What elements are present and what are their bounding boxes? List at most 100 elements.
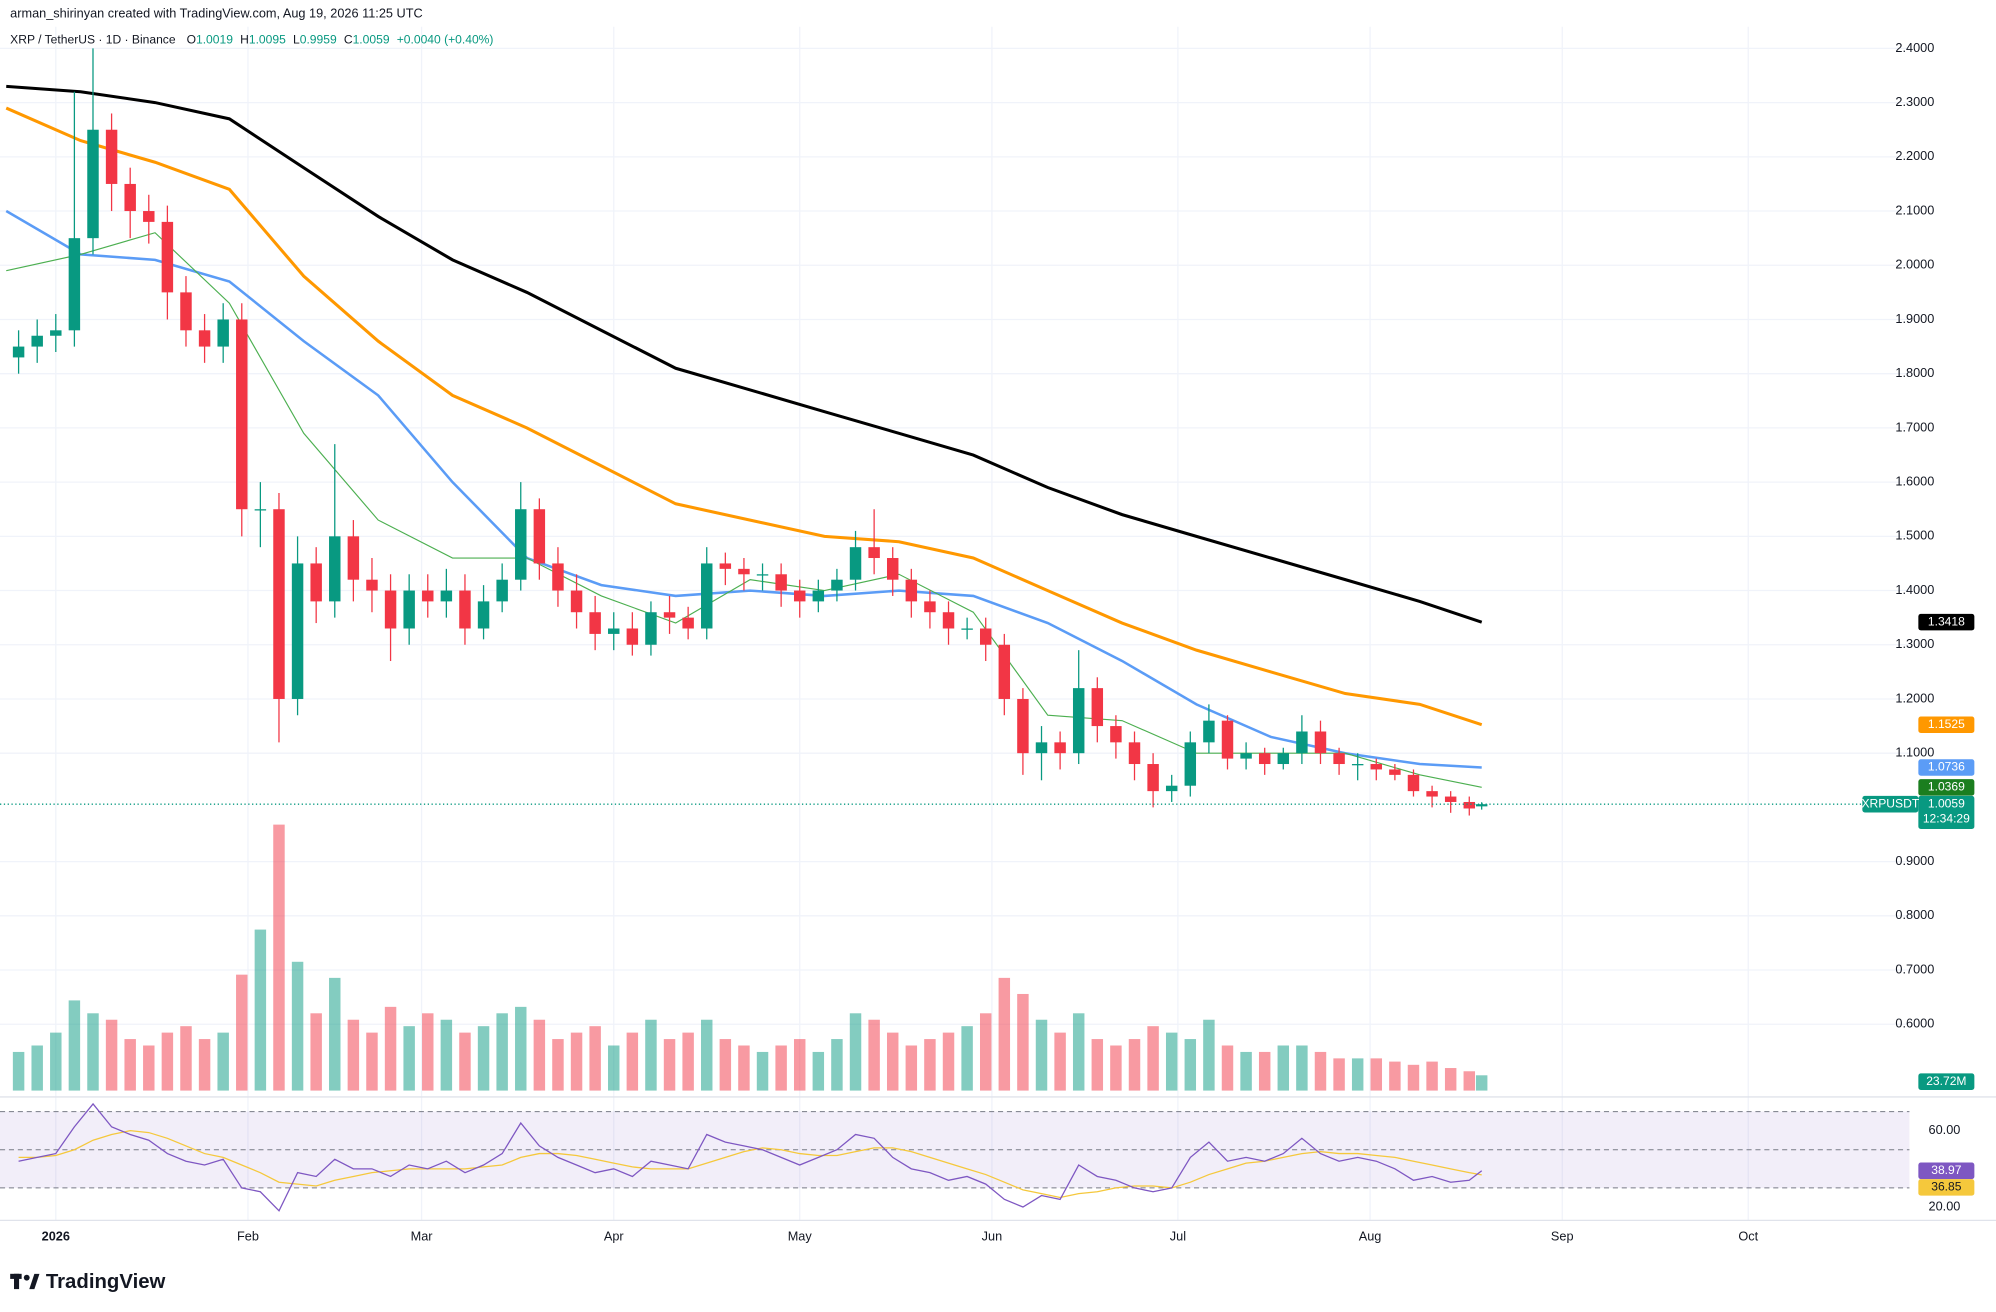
volume-bar <box>87 1013 99 1091</box>
volume-bar <box>180 1026 192 1091</box>
volume-bar <box>217 1032 229 1091</box>
volume-bar <box>942 1032 955 1091</box>
volume-bar <box>143 1045 155 1091</box>
volume-label: 23.72M <box>1926 1074 1966 1088</box>
y-tick-label: 1.7000 <box>1895 419 1934 434</box>
logo-shape <box>23 1274 30 1281</box>
volume-bar <box>1017 993 1029 1091</box>
y-tick-label: 1.3000 <box>1895 636 1934 651</box>
y-tick-label: 2.0000 <box>1895 257 1934 272</box>
y-tick-label: 0.7000 <box>1895 961 1934 976</box>
volume-bar <box>422 1013 434 1091</box>
volume-bar <box>812 1051 825 1091</box>
moving-average <box>6 84 1483 624</box>
volume-bar <box>347 1019 360 1091</box>
watermark: arman_shirinyan created with TradingView… <box>10 5 422 20</box>
legend-key: L <box>293 33 300 47</box>
y-tick-label: 0.8000 <box>1895 907 1934 922</box>
rsi-value-label: 38.97 <box>1931 1163 1962 1177</box>
candle-body <box>403 590 415 629</box>
legend-value: 1.0019 <box>196 33 233 47</box>
legend-value: 1.0095 <box>249 33 286 47</box>
candle-body <box>105 129 118 184</box>
candle-body <box>384 590 397 629</box>
volume-bar <box>552 1039 564 1091</box>
volume-bar <box>1258 1051 1271 1091</box>
candle-body <box>515 509 527 580</box>
candle-body <box>236 319 248 510</box>
candle-body <box>663 612 676 618</box>
candle-body <box>1277 753 1290 765</box>
volume-bar <box>756 1051 769 1091</box>
rsi-ma-value-label: 36.85 <box>1931 1180 1962 1194</box>
candle-body <box>1463 801 1476 809</box>
volume-bar <box>794 1039 806 1091</box>
candle-body <box>347 536 360 580</box>
volume-bar <box>1128 1039 1141 1091</box>
x-tick-label: Sep <box>1551 1228 1574 1243</box>
volume-bar <box>124 1039 136 1091</box>
rsi-tick-label: 60.00 <box>1929 1122 1961 1137</box>
volume-bar <box>1314 1051 1327 1091</box>
volume-bar <box>1035 1019 1048 1091</box>
x-tick-label: Oct <box>1738 1228 1758 1243</box>
ma-value-label-box <box>1918 779 1975 796</box>
candle-body <box>1389 769 1401 775</box>
labels: 0.6000 0.7000 0.8000 0.9000 1.1000 1.2000 1.30… <box>42 40 1975 1243</box>
candle-body <box>291 563 304 699</box>
candle-body <box>180 292 192 331</box>
volume-bar <box>608 1045 620 1091</box>
volume-bar <box>1444 1068 1457 1091</box>
volume-bar <box>1463 1071 1476 1091</box>
volume-bar <box>701 1019 713 1091</box>
candle-body <box>738 568 750 575</box>
volume-bar <box>496 1013 508 1091</box>
volume-bar <box>12 1051 25 1091</box>
candle-body <box>459 590 471 629</box>
volume-bar <box>775 1045 787 1091</box>
volume-bar <box>440 1019 453 1091</box>
ma-value-label: 1.0736 <box>1928 760 1965 774</box>
legend-change: +0.0040 (+0.40%) <box>397 33 494 47</box>
candle-body <box>1426 791 1438 797</box>
volume-bar <box>366 1032 378 1091</box>
volume-bar <box>1277 1045 1290 1091</box>
volume-bar <box>50 1032 62 1091</box>
volume-bar <box>961 1026 973 1091</box>
candle-body <box>868 547 880 559</box>
candle-body <box>1221 720 1234 759</box>
volume-bar <box>1240 1051 1252 1091</box>
candle-body <box>496 579 508 602</box>
candle-body <box>217 319 229 347</box>
volume-bar <box>310 1013 322 1091</box>
volume-bar <box>1147 1026 1159 1091</box>
volume-bar <box>1370 1058 1383 1091</box>
legend: XRP / TetherUS · 1D · Binance O1.0019 H1… <box>10 33 493 47</box>
candle-body <box>1333 753 1345 765</box>
volume-bar <box>329 977 341 1091</box>
y-tick-label: 1.6000 <box>1895 473 1934 488</box>
candle-body <box>143 211 155 222</box>
ma-value-label-box <box>1918 759 1975 776</box>
candle-body <box>68 238 81 331</box>
candle-body <box>961 628 973 630</box>
x-tick-label: Apr <box>604 1228 625 1243</box>
volume-bar <box>273 824 285 1091</box>
volume-bar <box>254 929 267 1091</box>
rsi-ma-value-label-box <box>1918 1179 1975 1196</box>
candle-body <box>1407 774 1420 792</box>
candle-body <box>608 628 620 634</box>
candle-body <box>1370 764 1383 770</box>
x-tick-label: Feb <box>237 1228 259 1243</box>
logo-shape <box>14 1273 20 1290</box>
y-tick-label: 1.1000 <box>1895 745 1934 760</box>
volume-bar <box>533 1019 546 1091</box>
candle-body <box>1203 720 1215 743</box>
y-tick-label: 2.3000 <box>1895 94 1934 109</box>
volume-bar <box>68 1000 81 1091</box>
volume-bar <box>1351 1058 1364 1091</box>
volume-bar <box>291 961 304 1091</box>
candle-body <box>552 563 564 591</box>
